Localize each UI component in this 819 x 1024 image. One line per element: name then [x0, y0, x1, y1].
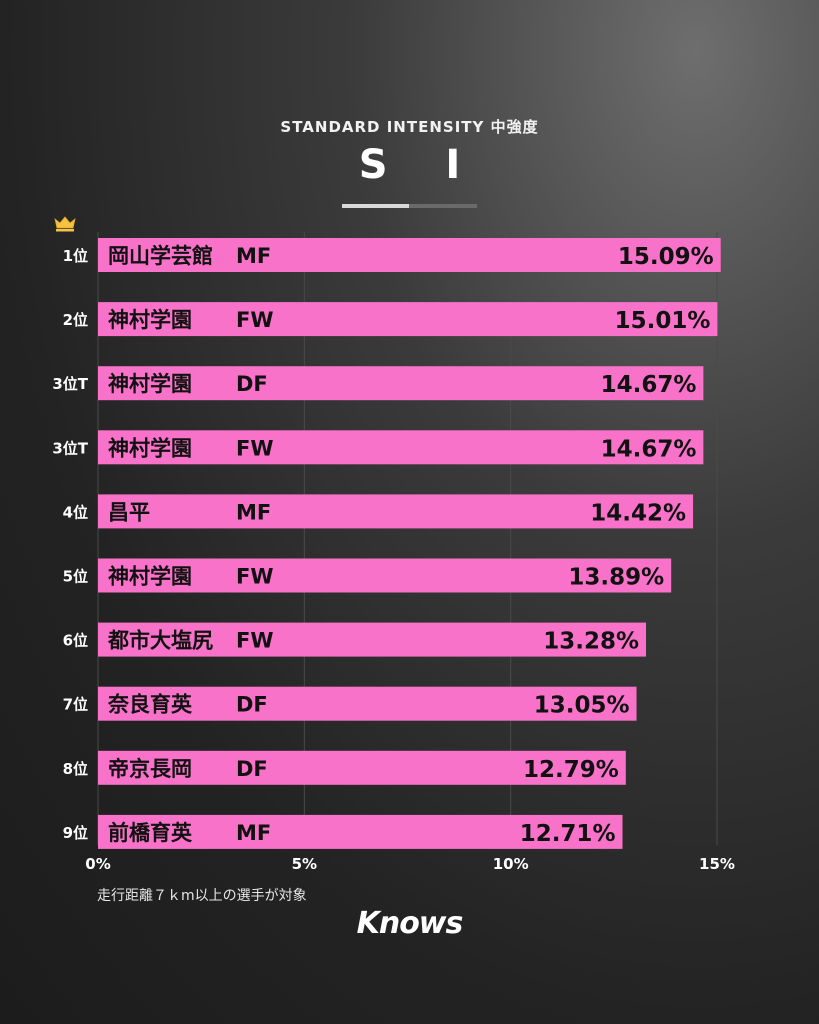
rank-label: 7位: [63, 696, 88, 714]
chart-subtitle: STANDARD INTENSITY 中強度: [280, 118, 539, 136]
data-label: 15.09%: [618, 244, 714, 270]
position-label: DF: [236, 757, 268, 781]
x-tick-label: 0%: [85, 855, 110, 873]
team-label: 帝京長岡: [108, 757, 192, 781]
rank-label: 8位: [63, 760, 88, 778]
team-label: 昌平: [108, 500, 150, 524]
data-label: 14.67%: [601, 436, 697, 462]
position-label: FW: [236, 436, 274, 460]
bar: [98, 238, 721, 272]
data-label: 14.42%: [590, 500, 686, 526]
position-label: DF: [236, 693, 268, 717]
position-label: DF: [236, 372, 268, 396]
x-tick-label: 15%: [699, 855, 735, 873]
data-label: 14.67%: [601, 372, 697, 398]
data-label: 12.79%: [523, 757, 619, 783]
data-label: 15.01%: [615, 308, 711, 334]
crown-base: [56, 229, 74, 232]
position-label: FW: [236, 565, 274, 589]
x-tick-label: 10%: [493, 855, 529, 873]
team-label: 神村学園: [108, 308, 192, 332]
bar: [98, 814, 623, 849]
chart-title: S I: [358, 142, 483, 188]
position-label: MF: [236, 821, 271, 845]
crown-icon: [54, 216, 76, 229]
team-label: 都市大塩尻: [107, 629, 213, 653]
bar-chart: 0% 5% 10% 15%1位 岡山学芸館 MF 15.09%2位 神村学園 FW 15.01%3…: [52, 216, 735, 873]
bar: [98, 430, 704, 465]
data-label: 13.28%: [543, 629, 639, 655]
rank-label: 9位: [63, 824, 88, 842]
team-label: 前橋育英: [108, 821, 193, 845]
rank-label: 1位: [63, 247, 88, 265]
bar: [98, 302, 718, 337]
team-label: 岡山学芸館: [108, 244, 213, 268]
title-underline: [342, 204, 477, 208]
position-label: MF: [236, 500, 271, 524]
bar: [98, 622, 647, 657]
rank-label: 3位T: [52, 439, 88, 457]
footnote: 走行距離７ｋm以上の選手が対象: [97, 888, 307, 904]
position-label: MF: [236, 244, 271, 268]
brand-logo: Knows: [356, 906, 464, 941]
rank-label: 6位: [63, 632, 88, 650]
bar: [98, 366, 704, 401]
team-label: 神村学園: [108, 565, 192, 589]
team-label: 奈良育英: [107, 693, 193, 717]
team-label: 神村学園: [108, 436, 192, 460]
title-underline-highlight: [342, 204, 409, 208]
team-label: 神村学園: [108, 372, 192, 396]
bar: [98, 686, 637, 721]
rank-label: 4位: [63, 503, 88, 521]
bar: [98, 750, 626, 785]
data-label: 13.89%: [568, 565, 664, 591]
bar: [98, 494, 694, 529]
rank-label: 5位: [63, 568, 88, 586]
rank-label: 2位: [63, 311, 88, 329]
data-label: 13.05%: [534, 693, 630, 719]
x-tick-label: 5%: [292, 855, 317, 873]
rank-label: 3位T: [52, 375, 88, 393]
position-label: FW: [236, 629, 274, 653]
data-label: 12.71%: [520, 821, 616, 847]
bar: [98, 558, 672, 593]
position-label: FW: [236, 308, 274, 332]
